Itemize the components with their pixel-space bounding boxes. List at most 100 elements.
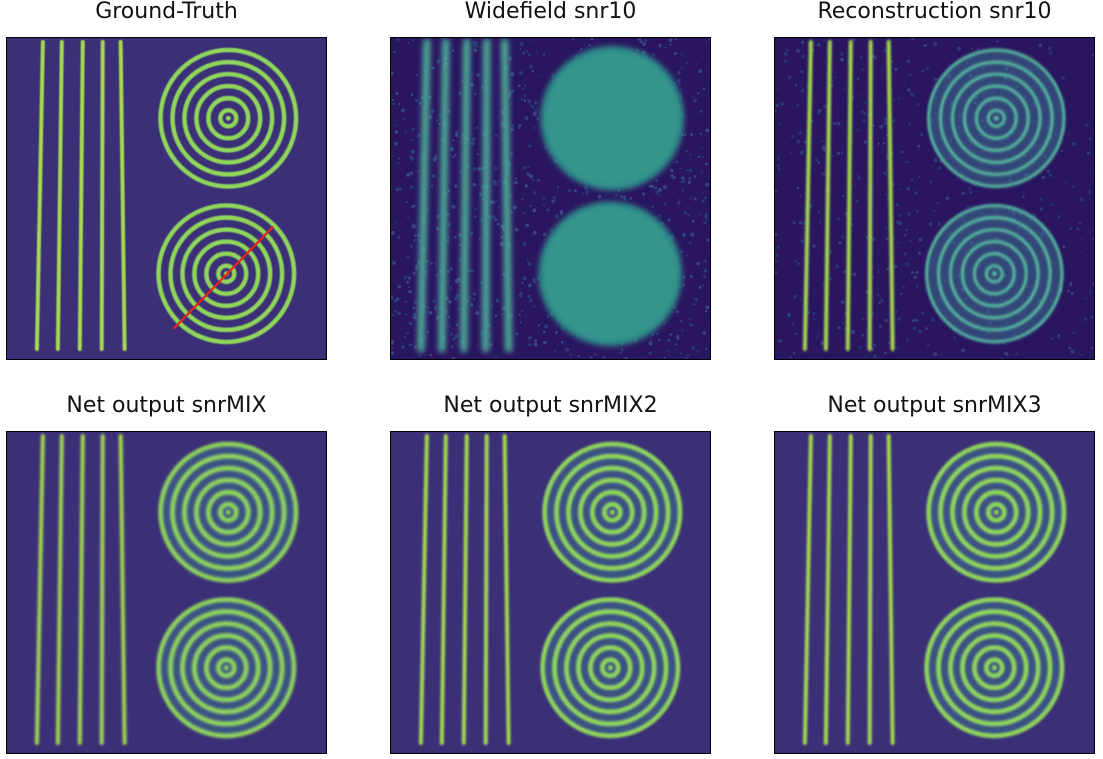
image-net-output-1 bbox=[6, 431, 327, 754]
stripe bbox=[845, 40, 853, 351]
stripe bbox=[845, 434, 853, 745]
ring bbox=[168, 609, 285, 727]
specimen bbox=[802, 434, 1067, 745]
ring bbox=[986, 501, 1007, 523]
stripe bbox=[886, 434, 895, 745]
stripe bbox=[802, 434, 813, 745]
ring bbox=[206, 95, 251, 141]
stripe bbox=[99, 434, 105, 745]
ring bbox=[206, 489, 251, 535]
stripe bbox=[99, 40, 105, 351]
ring bbox=[566, 465, 659, 559]
ring bbox=[540, 597, 681, 739]
ring bbox=[204, 645, 249, 691]
stripe bbox=[460, 38, 471, 353]
line-profile bbox=[172, 225, 274, 330]
ring bbox=[576, 633, 645, 703]
ring bbox=[948, 621, 1041, 715]
image-canvas bbox=[7, 432, 326, 753]
stripe bbox=[823, 40, 832, 351]
stripe bbox=[418, 434, 429, 745]
image-net-output-3 bbox=[774, 431, 1095, 754]
stripe bbox=[438, 38, 450, 353]
panel-ground-truth: Ground-Truth bbox=[6, 0, 327, 360]
panel-widefield: Widefield snr10 bbox=[390, 0, 711, 360]
ring bbox=[938, 453, 1055, 571]
stripe bbox=[461, 434, 469, 745]
ring bbox=[962, 477, 1031, 547]
ring bbox=[158, 441, 299, 583]
stripe bbox=[77, 434, 85, 745]
ring bbox=[554, 453, 671, 571]
ring bbox=[926, 441, 1067, 583]
ring bbox=[552, 609, 669, 727]
stripe bbox=[77, 40, 85, 351]
image-canvas bbox=[7, 38, 326, 359]
ring bbox=[948, 228, 1040, 320]
stripe bbox=[886, 40, 895, 351]
panel-title: Ground-Truth bbox=[95, 0, 238, 24]
stripe bbox=[55, 434, 64, 745]
stripe bbox=[867, 40, 873, 351]
panel-title: Net output snrMIX3 bbox=[827, 393, 1042, 418]
image-widefield bbox=[390, 37, 711, 360]
image-canvas bbox=[391, 432, 710, 753]
ring bbox=[972, 645, 1017, 691]
ring bbox=[204, 251, 249, 297]
stripe bbox=[483, 434, 489, 745]
ring bbox=[156, 203, 297, 345]
ring bbox=[984, 657, 1005, 679]
image-net-output-2 bbox=[390, 431, 711, 754]
ring bbox=[170, 59, 287, 177]
ring bbox=[950, 72, 1042, 164]
ring bbox=[936, 216, 1052, 332]
stripe bbox=[118, 434, 127, 745]
image-canvas bbox=[391, 38, 710, 359]
specimen bbox=[34, 40, 299, 351]
ring bbox=[170, 453, 287, 571]
ring bbox=[216, 263, 237, 285]
ring bbox=[925, 204, 1064, 344]
stripe bbox=[34, 40, 45, 351]
stripe bbox=[118, 40, 127, 351]
ring bbox=[938, 60, 1054, 176]
panel-reconstruction: Reconstruction snr10 bbox=[774, 0, 1095, 360]
panel-net-output-3: Net output snrMIX3 bbox=[774, 393, 1095, 754]
ring bbox=[564, 621, 657, 715]
ring bbox=[218, 107, 239, 129]
stripe bbox=[802, 40, 813, 351]
image-reconstruction bbox=[774, 37, 1095, 360]
ring bbox=[974, 489, 1019, 535]
panel-title: Widefield snr10 bbox=[464, 0, 637, 24]
ring bbox=[602, 501, 623, 523]
specimen bbox=[802, 40, 1066, 351]
ring bbox=[936, 609, 1053, 727]
ring bbox=[972, 252, 1016, 296]
stripe bbox=[439, 434, 448, 745]
ring bbox=[180, 227, 273, 321]
ring bbox=[578, 477, 647, 547]
panel-net-output-2: Net output snrMIX2 bbox=[390, 393, 711, 754]
ring bbox=[986, 108, 1006, 128]
ring bbox=[156, 597, 297, 739]
ring bbox=[588, 645, 633, 691]
ring bbox=[542, 441, 683, 583]
stripe bbox=[55, 40, 64, 351]
ring bbox=[924, 597, 1065, 739]
ring bbox=[962, 84, 1030, 152]
ring bbox=[192, 239, 261, 309]
stripe bbox=[417, 38, 431, 353]
ring bbox=[984, 264, 1004, 284]
ring bbox=[182, 465, 275, 559]
ring bbox=[158, 47, 299, 189]
ring bbox=[168, 215, 285, 333]
stripe bbox=[502, 434, 511, 745]
panel-title: Reconstruction snr10 bbox=[817, 0, 1052, 24]
ring bbox=[974, 96, 1018, 140]
stripe bbox=[501, 38, 513, 353]
panel-title: Net output snrMIX bbox=[66, 393, 267, 418]
specimen bbox=[418, 434, 683, 745]
specimen bbox=[417, 38, 685, 353]
ring bbox=[182, 71, 275, 165]
ring bbox=[927, 48, 1066, 188]
